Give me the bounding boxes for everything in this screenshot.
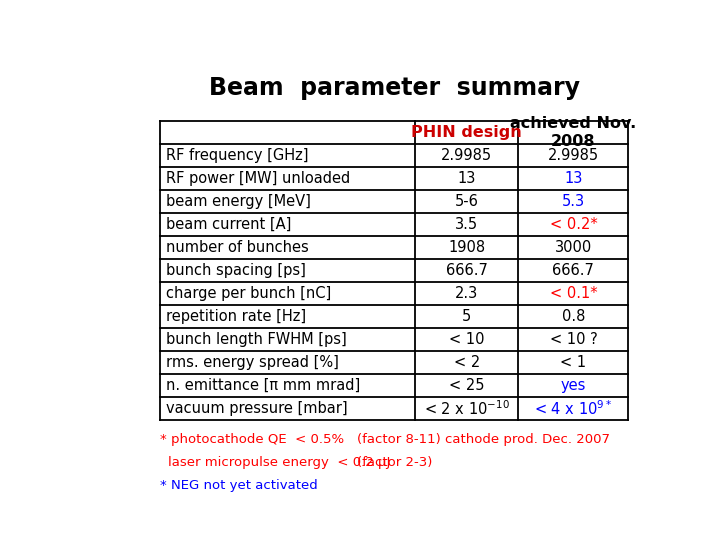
Text: 13: 13 (458, 171, 476, 186)
Text: (factor 2-3): (factor 2-3) (356, 456, 432, 469)
Text: * photocathode QE  < 0.5%: * photocathode QE < 0.5% (160, 433, 344, 446)
Text: < 0.1*: < 0.1* (549, 286, 597, 301)
Text: < 0.2*: < 0.2* (549, 217, 598, 232)
Text: * NEG not yet activated: * NEG not yet activated (160, 478, 318, 491)
Text: repetition rate [Hz]: repetition rate [Hz] (166, 309, 307, 324)
Text: charge per bunch [nC]: charge per bunch [nC] (166, 286, 332, 301)
Text: RF frequency [GHz]: RF frequency [GHz] (166, 148, 309, 163)
Text: 5.3: 5.3 (562, 194, 585, 209)
Text: number of bunches: number of bunches (166, 240, 309, 255)
Text: 666.7: 666.7 (552, 263, 594, 278)
Text: 2.9985: 2.9985 (441, 148, 492, 163)
Text: 5: 5 (462, 309, 472, 324)
Text: < 2: < 2 (454, 355, 480, 370)
Text: achieved Nov.
2008: achieved Nov. 2008 (510, 116, 636, 148)
Text: < 10 ?: < 10 ? (549, 332, 598, 347)
Text: 0.8: 0.8 (562, 309, 585, 324)
Text: 666.7: 666.7 (446, 263, 487, 278)
Text: beam current [A]: beam current [A] (166, 217, 292, 232)
Text: PHIN design: PHIN design (411, 125, 522, 140)
Text: 13: 13 (564, 171, 582, 186)
Text: bunch length FWHM [ps]: bunch length FWHM [ps] (166, 332, 347, 347)
Text: beam energy [MeV]: beam energy [MeV] (166, 194, 311, 209)
Text: bunch spacing [ps]: bunch spacing [ps] (166, 263, 306, 278)
Text: laser micropulse energy  < 0.2 μJ: laser micropulse energy < 0.2 μJ (168, 456, 390, 469)
Text: vacuum pressure [mbar]: vacuum pressure [mbar] (166, 401, 348, 416)
Text: n. emittance [π mm mrad]: n. emittance [π mm mrad] (166, 378, 361, 393)
Text: 2.9985: 2.9985 (548, 148, 599, 163)
Text: 2.3: 2.3 (455, 286, 478, 301)
Text: (factor 8-11) cathode prod. Dec. 2007: (factor 8-11) cathode prod. Dec. 2007 (356, 433, 610, 446)
Text: rms. energy spread [%]: rms. energy spread [%] (166, 355, 339, 370)
Text: yes: yes (561, 378, 586, 393)
Text: RF power [MW] unloaded: RF power [MW] unloaded (166, 171, 351, 186)
Text: < 2 x 10$^{-10}$: < 2 x 10$^{-10}$ (424, 400, 510, 418)
Text: < 4 x 10$^{9 *}$: < 4 x 10$^{9 *}$ (534, 400, 613, 418)
Text: 5-6: 5-6 (455, 194, 479, 209)
Text: 3.5: 3.5 (455, 217, 478, 232)
Text: < 25: < 25 (449, 378, 485, 393)
Text: < 1: < 1 (560, 355, 587, 370)
Text: Beam  parameter  summary: Beam parameter summary (209, 76, 580, 100)
Text: 1908: 1908 (448, 240, 485, 255)
Text: 3000: 3000 (555, 240, 592, 255)
Text: < 10: < 10 (449, 332, 485, 347)
